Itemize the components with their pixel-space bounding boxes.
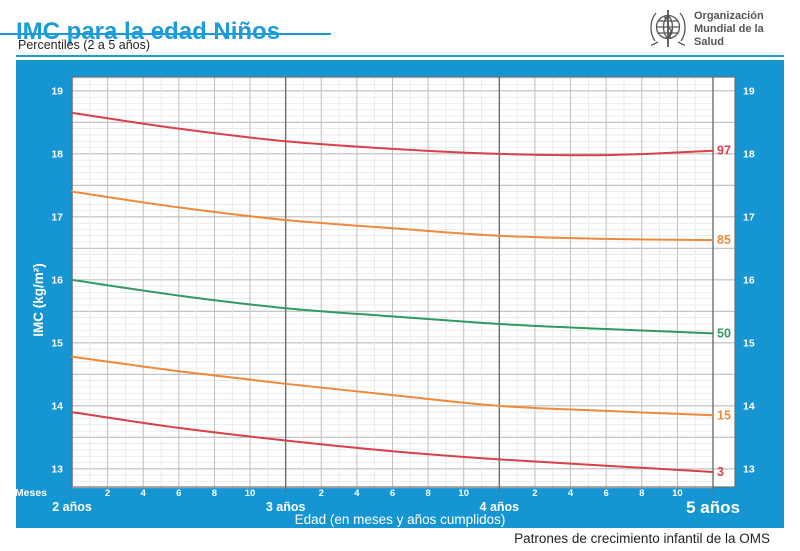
x-month-tick-34: 10	[245, 488, 256, 499]
y-tick-left-19: 19	[51, 85, 63, 97]
y-tick-right-14: 14	[743, 400, 755, 412]
x-month-tick-52: 4	[568, 488, 574, 499]
who-logo-text: Organización Mundial de la Salud	[694, 10, 786, 49]
plot-frame	[71, 76, 736, 488]
percentile-curve-97	[71, 111, 714, 157]
x-month-tick-38: 2	[319, 488, 324, 499]
percentile-label-15: 15	[717, 408, 731, 422]
percentile-label-3: 3	[717, 465, 724, 479]
who-logo: Organización Mundial de la Salud	[646, 5, 786, 53]
x-month-tick-42: 6	[390, 488, 395, 499]
percentile-curve-15	[71, 355, 714, 417]
y-tick-left-17: 17	[51, 211, 63, 223]
x-month-tick-58: 10	[672, 488, 683, 499]
who-emblem-icon	[650, 10, 686, 47]
x-month-tick-54: 6	[604, 488, 609, 499]
y-tick-left-15: 15	[51, 337, 63, 349]
x-month-tick-44: 8	[425, 488, 430, 499]
who-logo-line1: Organización	[694, 9, 764, 22]
x-month-tick-46: 10	[458, 488, 469, 499]
x-month-tick-50: 2	[532, 488, 537, 499]
x-unit-label: Meses	[16, 487, 47, 499]
x-year-label-3-años: 3 años	[266, 500, 306, 514]
percentile-curve-50	[71, 278, 714, 335]
percentile-label-97: 97	[717, 144, 731, 158]
y-tick-left-16: 16	[51, 274, 63, 286]
x-month-tick-56: 8	[639, 488, 644, 499]
chart-panel: 97 85 50 15 3 13 13 14 14 15 15 16 16 17 17 18 18 19 19 Mes…	[15, 60, 784, 528]
y-tick-right-16: 16	[743, 274, 755, 286]
x-month-tick-26: 2	[105, 488, 110, 499]
chart-subtitle: Percentiles (2 a 5 años)	[18, 38, 151, 52]
y-tick-right-17: 17	[743, 211, 755, 223]
y-tick-left-18: 18	[51, 148, 63, 160]
y-axis-title: IMC (kg/m²)	[31, 263, 46, 337]
x-month-tick-30: 6	[176, 488, 181, 499]
y-tick-right-15: 15	[743, 337, 755, 349]
y-tick-right-18: 18	[743, 148, 755, 160]
page-title: IMC para la edad Niños	[16, 18, 281, 46]
x-month-tick-28: 4	[141, 488, 147, 499]
subtitle-underline	[16, 55, 784, 57]
x-month-tick-32: 8	[212, 488, 217, 499]
y-tick-left-13: 13	[51, 463, 63, 475]
y-tick-right-19: 19	[743, 85, 755, 97]
percentile-label-50: 50	[717, 326, 731, 340]
percentile-curve-85	[71, 190, 714, 242]
x-axis-title: Edad (en meses y años cumplidos)	[295, 512, 506, 527]
x-year-label-5-años: 5 años	[686, 498, 740, 517]
title-underline	[0, 33, 331, 35]
percentile-curve-3	[71, 411, 714, 474]
source-note: Patrones de crecimiento infantil de la O…	[514, 531, 770, 546]
x-year-label-4-años: 4 años	[480, 500, 520, 514]
bmi-percentile-chart: 97 85 50 15 3 13 13 14 14 15 15 16 16 17 17 18 18 19 19 Mes…	[15, 60, 784, 528]
who-logo-line2: Mundial de la Salud	[694, 22, 764, 48]
x-year-label-2-años: 2 años	[52, 500, 92, 514]
y-tick-left-14: 14	[51, 400, 63, 412]
percentile-label-85: 85	[717, 233, 731, 247]
y-tick-right-13: 13	[743, 463, 755, 475]
plot-area	[72, 77, 735, 487]
x-month-tick-40: 4	[354, 488, 360, 499]
